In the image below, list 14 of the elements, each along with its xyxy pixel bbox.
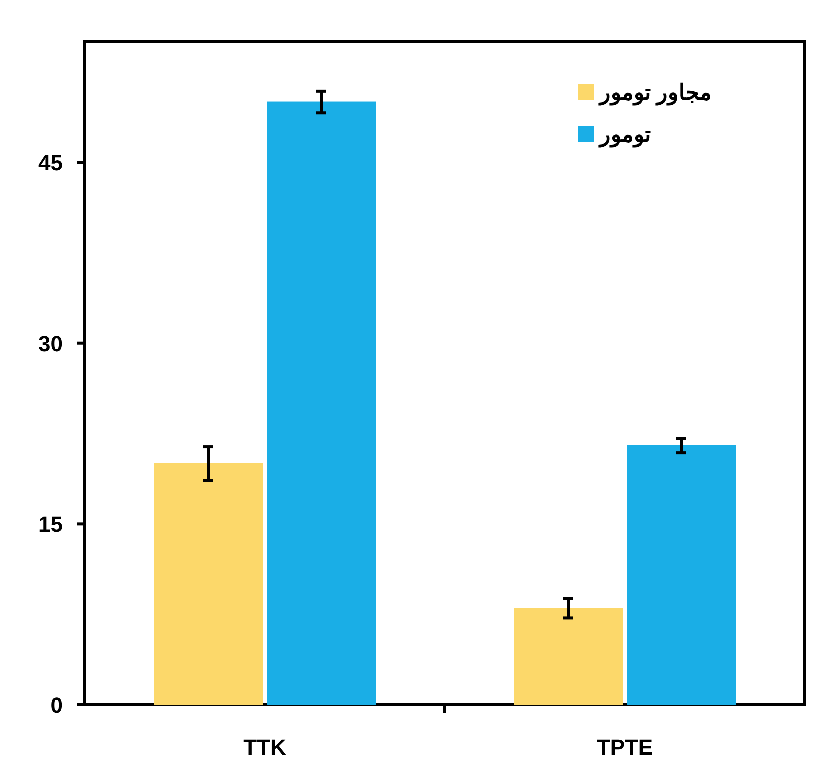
legend-item: تومور bbox=[578, 122, 651, 147]
legend-item: مجاور تومور bbox=[578, 80, 712, 105]
y-tick-label: 45 bbox=[38, 150, 63, 176]
y-tick-label: 30 bbox=[38, 331, 63, 356]
bar bbox=[514, 608, 623, 706]
legend-label: مجاور تومور bbox=[598, 80, 712, 106]
y-tick-label: 15 bbox=[38, 512, 63, 538]
bar bbox=[154, 463, 263, 706]
x-tick-label: TPTE bbox=[596, 735, 654, 760]
y-tick-label: 0 bbox=[50, 693, 63, 718]
bar bbox=[267, 102, 376, 706]
bar bbox=[627, 445, 736, 706]
x-tick-label: TTK bbox=[244, 735, 286, 760]
legend-label: تومور bbox=[598, 122, 651, 148]
